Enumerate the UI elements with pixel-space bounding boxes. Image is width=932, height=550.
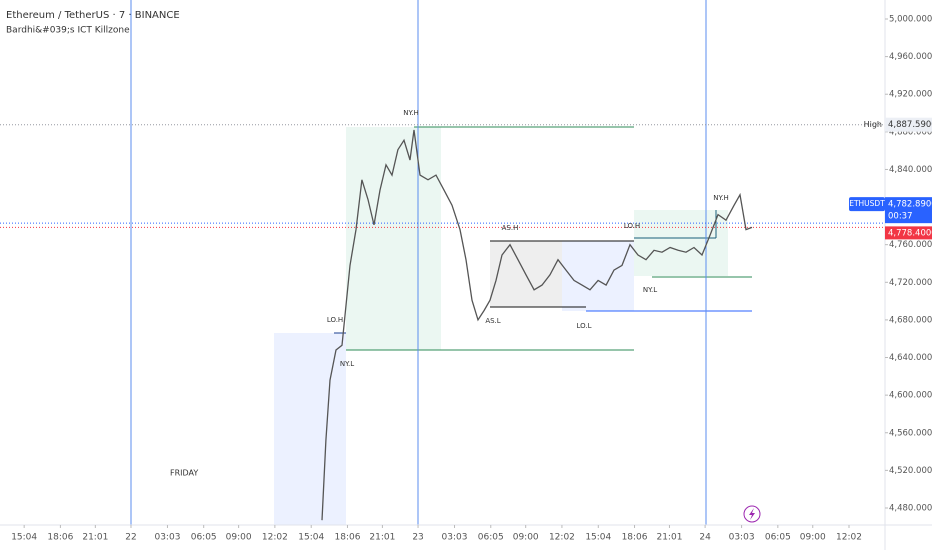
y-tick-label: 4,840.00000 <box>889 165 932 175</box>
y-tick-label: 4,960.00000 <box>889 52 932 62</box>
symbol-name: ETHUSDT <box>849 199 885 208</box>
x-tick-label: 18:06 <box>622 533 648 543</box>
x-tick-label: 03:03 <box>729 533 755 543</box>
level-lines <box>334 126 752 351</box>
y-tick-label: 4,520.00000 <box>889 466 932 476</box>
zone-label: AS.L <box>485 317 500 325</box>
high-tag <box>885 117 932 132</box>
newyork-zone <box>634 210 728 276</box>
y-tick-label: 5,000.00000 <box>889 14 932 24</box>
zone-label: NY.H <box>403 109 419 117</box>
x-tick-label: 09:00 <box>226 533 252 543</box>
high-label: 4,887.59000 <box>888 120 932 130</box>
london-zone <box>274 333 346 525</box>
x-tick-label: 06:05 <box>191 533 217 543</box>
london-zone <box>562 241 634 311</box>
zone-label: NY.L <box>643 286 657 294</box>
x-tick-label: 12:02 <box>262 533 288 543</box>
x-tick-label: 12:02 <box>836 533 862 543</box>
indicator-name: Bardhi&#039;s ICT Killzone <box>6 26 130 36</box>
zone-label: LO.L <box>576 322 591 330</box>
x-tick-label: 15:04 <box>585 533 611 543</box>
x-tick-label: 15:04 <box>298 533 324 543</box>
x-tick-label: 09:00 <box>513 533 539 543</box>
last-price-tag <box>885 197 932 224</box>
mark-price-label: 4,778.40000 <box>888 228 932 238</box>
x-tick-label: 23 <box>412 533 423 543</box>
zone-label: NY.L <box>340 360 354 368</box>
x-tick-label: 15:04 <box>11 533 37 543</box>
x-tick-label: 06:05 <box>478 533 504 543</box>
x-tick-label: 03:03 <box>154 533 180 543</box>
y-tick-label: 4,880.00000 <box>889 127 932 137</box>
alert-icon-bolt <box>749 508 755 520</box>
zone-label: LO.H <box>624 222 640 230</box>
chart-title: Ethereum / TetherUS · 7 · BINANCE <box>6 10 180 21</box>
y-tick-label: 4,560.00000 <box>889 428 932 438</box>
x-tick-label: 12:02 <box>549 533 575 543</box>
y-tick-label: 4,720.00000 <box>889 278 932 288</box>
day-label: FRIDAY <box>170 469 198 478</box>
x-tick-label: 18:06 <box>47 533 73 543</box>
y-tick-label: 4,600.00000 <box>889 391 932 401</box>
x-tick-label: 21:01 <box>656 533 682 543</box>
x-tick-label: 21:01 <box>369 533 395 543</box>
y-tick-label: 4,640.00000 <box>889 353 932 363</box>
price-line-series <box>321 129 753 521</box>
high-name: High <box>864 120 882 129</box>
y-tick-label: 4,760.00000 <box>889 240 932 250</box>
y-tick-label: 4,480.00000 <box>889 503 932 513</box>
zone-label: LO.H <box>327 316 343 324</box>
x-tick-label: 24 <box>699 533 711 543</box>
countdown: 00:37 <box>888 212 913 222</box>
zone-label: NY.H <box>713 194 729 202</box>
x-tick-label: 21:01 <box>82 533 108 543</box>
mark-price-tag <box>885 226 932 240</box>
x-tick-label: 09:00 <box>800 533 826 543</box>
x-tick-label: 18:06 <box>335 533 361 543</box>
symbol-tag <box>849 197 885 212</box>
y-tick-label: 4,680.00000 <box>889 315 932 325</box>
y-tick-label: 4,920.00000 <box>889 90 932 100</box>
newyork-zone <box>346 127 441 350</box>
zone-label: AS.H <box>502 224 519 232</box>
x-tick-label: 22 <box>125 533 136 543</box>
x-tick-label: 03:03 <box>442 533 468 543</box>
x-tick-label: 06:05 <box>765 533 791 543</box>
